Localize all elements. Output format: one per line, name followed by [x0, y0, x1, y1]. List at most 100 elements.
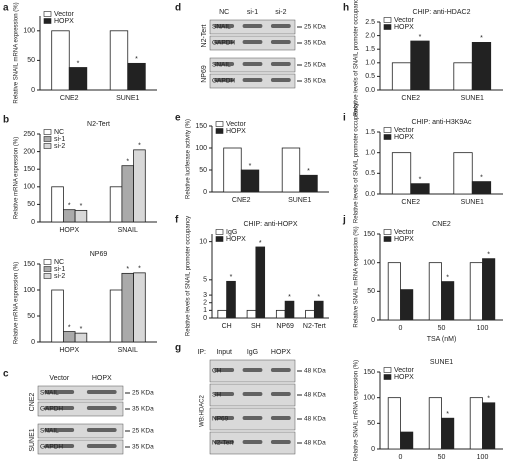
y-tick-label: 5	[203, 277, 207, 284]
blot-band	[242, 416, 263, 420]
bar	[482, 258, 496, 321]
legend-label: HOPX	[394, 134, 414, 141]
x-tick-label: SUNE1	[461, 95, 484, 102]
x-tick-label: N2-Tert	[303, 323, 326, 330]
band-label: GAPDH	[40, 444, 63, 451]
bar	[284, 300, 295, 319]
legend-label: HOPX	[226, 128, 246, 135]
legend-swatch	[383, 134, 392, 140]
significance-mark: *	[446, 411, 449, 418]
x-tick-label: CNE2	[232, 197, 251, 204]
band-size: 48 KDa	[304, 368, 326, 375]
y-tick-label: 1.5	[365, 129, 375, 136]
x-tick-label: CH	[222, 323, 232, 330]
legend-swatch	[383, 24, 392, 30]
band-label: SNAIL	[40, 390, 59, 397]
band-label: GAPDH	[212, 40, 235, 47]
significance-mark: *	[480, 174, 483, 181]
y-tick-label: 2	[203, 300, 207, 307]
y-tick-label: 50	[27, 313, 35, 320]
lane-label: Vector	[49, 375, 70, 382]
legend-label: NC	[54, 259, 64, 266]
lane-label: si-1	[247, 9, 258, 16]
y-axis-label: Relative SNAIL mRNA expression (%)	[14, 2, 20, 103]
x-axis-label: TSA (nM)	[427, 336, 457, 343]
bar	[299, 174, 318, 193]
bar	[127, 62, 146, 91]
legend-label: HOPX	[394, 24, 414, 31]
y-tick-label: 0.0	[365, 191, 375, 198]
x-tick-label: SUNE1	[116, 95, 139, 102]
bar	[133, 272, 146, 343]
blot-band	[270, 40, 291, 44]
bar	[109, 30, 129, 91]
blot-strip	[37, 385, 124, 401]
panel-letter: g	[175, 343, 181, 354]
lane-label: HOPX	[92, 375, 112, 382]
y-tick-label: 150	[23, 166, 35, 173]
x-tick-label: 50	[438, 454, 446, 461]
bar	[281, 147, 301, 193]
bar	[275, 309, 286, 319]
panel-letter: b	[3, 115, 9, 126]
bar	[410, 183, 430, 195]
band-size: 35 KDa	[132, 406, 154, 413]
legend-swatch	[43, 143, 52, 149]
lane-label: si-2	[275, 9, 286, 16]
panel-letter: a	[3, 3, 9, 14]
y-tick-label: 0.0	[365, 87, 375, 94]
lane-label: Input	[216, 349, 232, 356]
y-tick-label: 50	[367, 420, 375, 427]
legend-swatch	[215, 229, 224, 235]
y-tick-label: 250	[23, 131, 35, 138]
bar	[246, 309, 257, 319]
band-size: 48 KDa	[304, 440, 326, 447]
chart-title: N2-Tert	[87, 121, 110, 128]
bar	[305, 309, 315, 319]
blot-band	[214, 416, 235, 420]
blot-band	[214, 392, 235, 396]
bar	[313, 300, 324, 319]
legend-label: si-2	[54, 143, 65, 150]
legend-label: HOPX	[394, 236, 414, 243]
significance-mark: *	[288, 294, 291, 301]
y-tick-label: 100	[23, 287, 35, 294]
bar	[410, 40, 430, 91]
bar	[469, 397, 483, 450]
bar	[63, 331, 76, 343]
blot-band	[214, 78, 235, 82]
blot-band	[242, 78, 263, 82]
legend-swatch	[43, 129, 52, 135]
y-axis-label: Relative mRNA expression (%)	[14, 137, 20, 219]
y-tick-label: 0.5	[365, 73, 375, 80]
band-label: N2-Tert	[212, 440, 234, 447]
bar	[391, 152, 412, 195]
x-tick-label: 100	[477, 325, 489, 332]
blot-band	[242, 40, 263, 44]
legend-label: Vector	[394, 127, 415, 134]
blot-band	[44, 406, 75, 410]
band-label: SNAIL	[40, 428, 59, 435]
legend-label: HOPX	[54, 18, 74, 25]
blot-strip	[37, 401, 124, 417]
legend-swatch	[43, 18, 52, 24]
legend-label: IgG	[226, 229, 237, 236]
legend-label: NC	[54, 129, 64, 136]
blot-band	[214, 440, 235, 444]
band-label: GAPDH	[40, 406, 63, 413]
bar	[109, 289, 123, 343]
bar	[121, 272, 135, 343]
y-tick-label: 0	[31, 339, 35, 346]
bar	[400, 289, 414, 321]
blot-band	[214, 368, 235, 372]
blot-band	[270, 416, 291, 420]
legend-label: Vector	[394, 229, 415, 236]
y-axis-label: Relative levels of SNAIL promoter occupa…	[354, 0, 360, 116]
y-axis-label: Relative SNAIL mRNA expression (%)	[354, 360, 360, 461]
significance-mark: *	[317, 294, 320, 301]
y-tick-label: 2.5	[365, 19, 375, 26]
significance-mark: *	[80, 203, 83, 210]
band-size: 35 KDa	[304, 40, 326, 47]
blot-band	[270, 368, 291, 372]
panel-letter: j	[342, 215, 346, 226]
